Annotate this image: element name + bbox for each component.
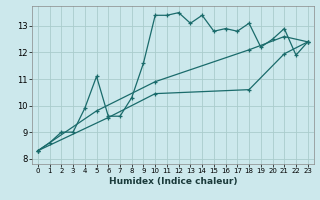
X-axis label: Humidex (Indice chaleur): Humidex (Indice chaleur) [108, 177, 237, 186]
